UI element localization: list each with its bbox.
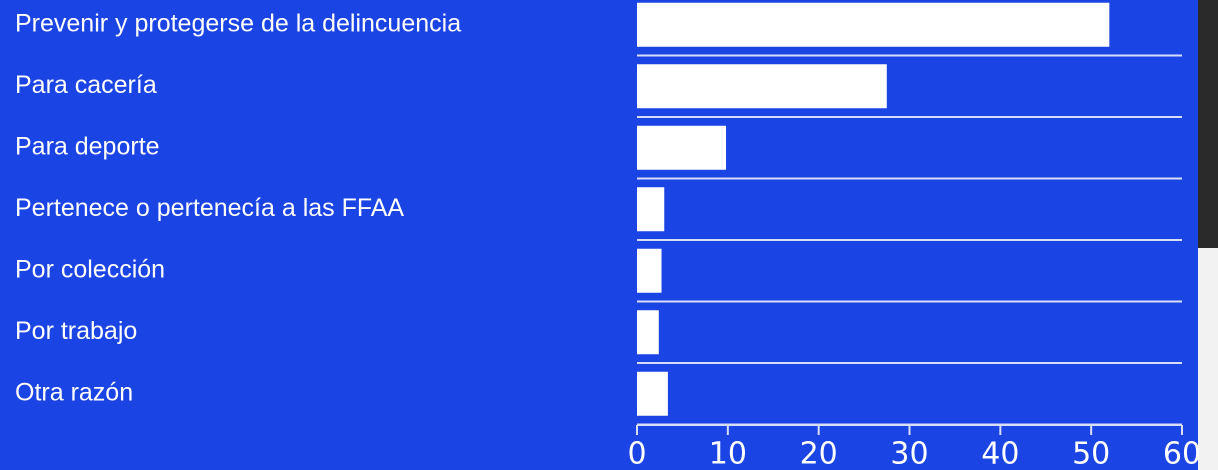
bar [637, 310, 659, 355]
bar [637, 187, 665, 232]
category-label: Para deporte [15, 132, 160, 160]
category-label: Por trabajo [15, 317, 137, 345]
x-tick-label: 0 [627, 437, 646, 470]
x-tick-label: 30 [890, 437, 928, 470]
side-photo [1198, 0, 1218, 248]
category-label: Para cacería [15, 71, 157, 99]
category-label: Otra razón [15, 378, 133, 406]
side-panel [1198, 248, 1218, 470]
x-tick-label: 20 [800, 437, 838, 470]
bar [637, 125, 727, 170]
bar [637, 64, 887, 109]
category-label: Por colección [15, 255, 165, 283]
bar [637, 371, 668, 416]
category-label: Prevenir y protegerse de la delincuencia [15, 9, 461, 37]
bar [637, 2, 1110, 47]
category-label: Pertenece o pertenecía a las FFAA [15, 194, 404, 222]
x-tick-label: 60 [1163, 437, 1201, 470]
x-tick-label: 50 [1072, 437, 1110, 470]
x-tick-label: 10 [709, 437, 747, 470]
bar [637, 248, 662, 293]
x-tick-label: 40 [981, 437, 1019, 470]
